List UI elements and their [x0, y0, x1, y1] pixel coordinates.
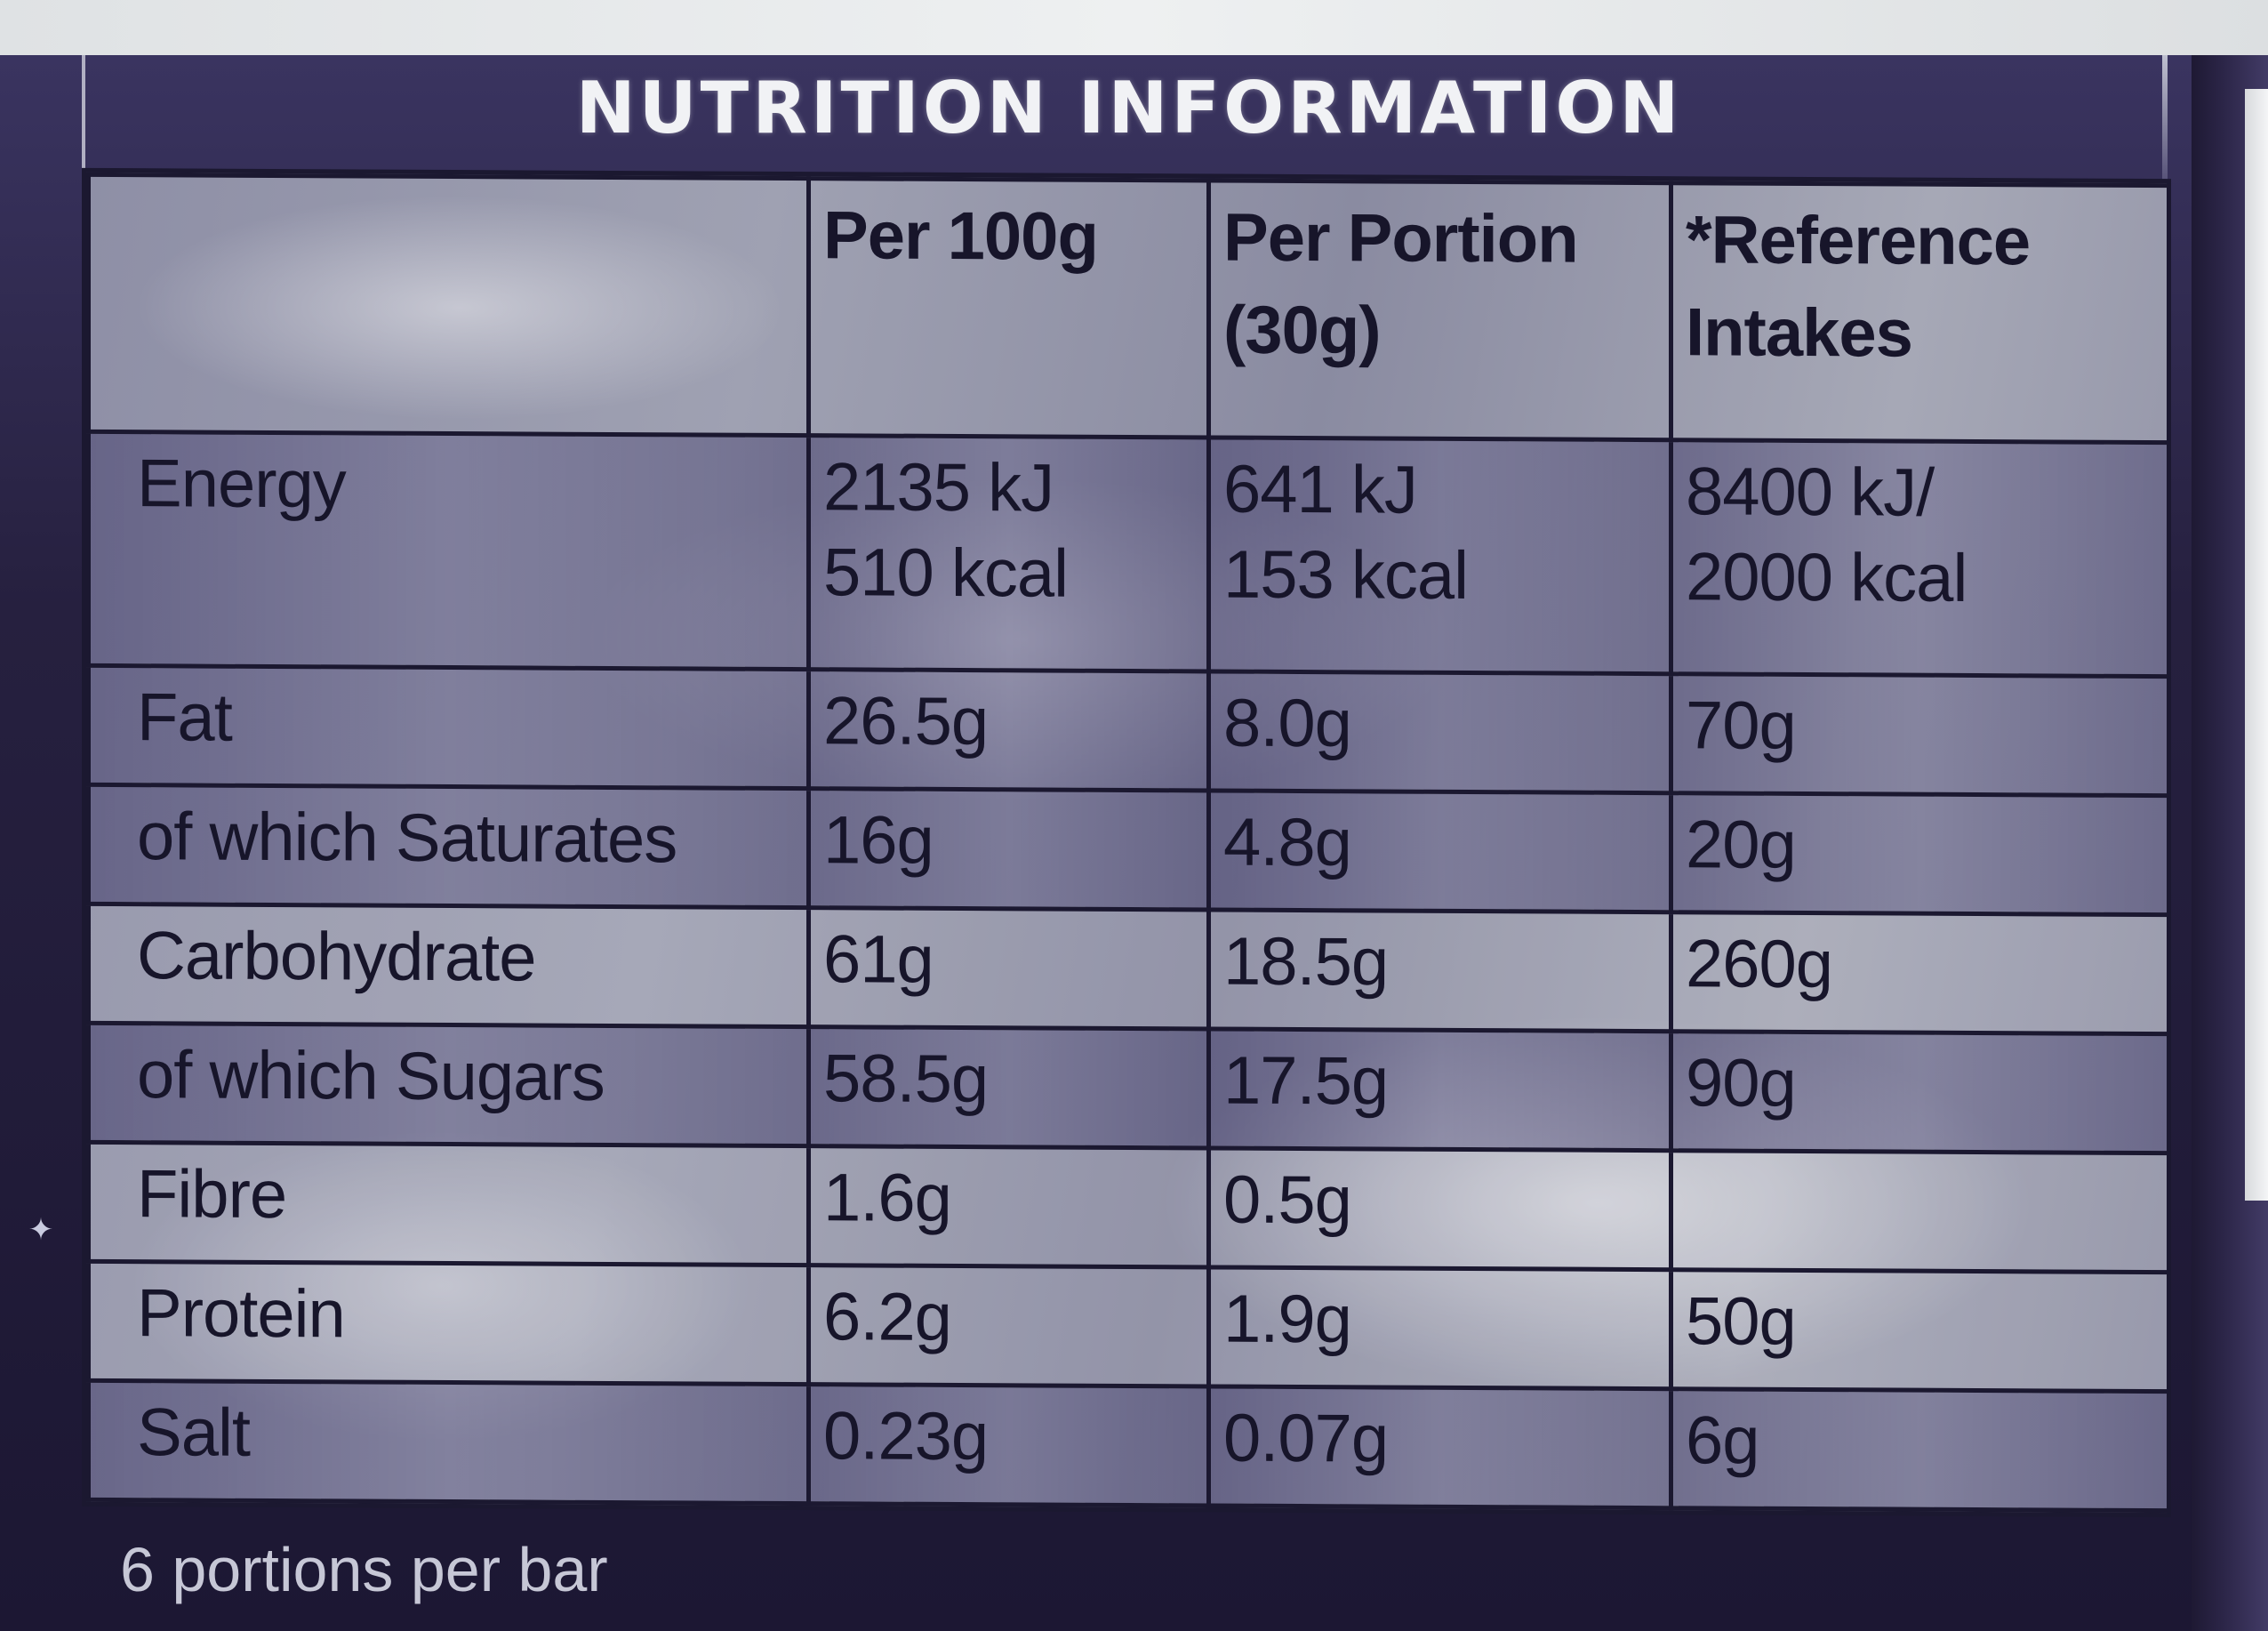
cell-per-100g-kj: 2135 kJ [823, 448, 1054, 526]
cell-per-portion: 17.5g [1208, 1028, 1671, 1151]
table-row-fat: Fat 26.5g 8.0g 70g [88, 665, 2169, 796]
wrapper-edge-right [2162, 55, 2168, 215]
header-per-portion: Per Portion (30g) [1208, 180, 1671, 440]
cell-reference: 20g [1671, 792, 2169, 915]
cell-per-100g: 1.6g [808, 1145, 1209, 1267]
table-row-fibre: Fibre 1.6g 0.5g [88, 1142, 2169, 1273]
row-label: Protein [88, 1261, 809, 1385]
table-header-row: Per 100g Per Portion (30g) *Reference Inta… [88, 174, 2169, 443]
header-per-portion-line1: Per Portion [1223, 199, 1578, 277]
table-row-carbohydrate: Carbohydrate 61g 18.5g 260g [88, 904, 2169, 1034]
header-per-100g-text: Per 100g [823, 197, 1098, 275]
cell-per-100g: 16g [808, 788, 1209, 910]
row-label: Salt [88, 1380, 809, 1504]
cell-per-100g: 2135 kJ 510 kcal [808, 435, 1209, 671]
cell-per-100g: 0.23g [808, 1384, 1209, 1506]
cell-per-portion: 0.5g [1208, 1147, 1671, 1270]
table-row-energy: Energy 2135 kJ 510 kcal 641 kJ 153 kcal 84… [88, 431, 2169, 677]
nutrition-table-panel: Per 100g Per Portion (30g) *Reference Inta… [82, 167, 2171, 1518]
cell-per-100g-kcal: 510 kcal [823, 534, 1069, 612]
row-label: Fibre [88, 1142, 809, 1265]
sparkle-icon: ✦ [28, 1212, 54, 1248]
header-reference-intakes: *Reference Intakes [1671, 182, 2169, 443]
cell-per-portion: 18.5g [1208, 909, 1671, 1032]
cell-reference: 70g [1671, 673, 2169, 796]
header-reference-line2: Intakes [1686, 294, 1912, 372]
cell-per-portion: 0.07g [1208, 1386, 1671, 1508]
cell-reference: 260g [1671, 912, 2169, 1034]
header-reference-line1: *Reference [1686, 202, 2031, 280]
cell-reference [1671, 1150, 2169, 1273]
cell-reference-kcal: 2000 kcal [1686, 539, 1967, 616]
cell-per-100g: 58.5g [808, 1026, 1209, 1148]
table-row-protein: Protein 6.2g 1.9g 50g [88, 1261, 2169, 1392]
row-label: Energy [88, 431, 809, 670]
cell-per-100g: 6.2g [808, 1265, 1209, 1386]
cell-per-portion: 8.0g [1208, 671, 1671, 793]
cell-per-portion: 4.8g [1208, 790, 1671, 912]
white-tab [2245, 89, 2268, 1201]
cell-per-portion-kcal: 153 kcal [1223, 536, 1469, 614]
wrapper-edge-left [82, 55, 85, 189]
header-per-portion-line2: (30g) [1223, 292, 1381, 369]
portions-note: 6 portions per bar [120, 1535, 608, 1604]
cell-reference: 8400 kJ/2000 kcal [1671, 439, 2169, 677]
table-row-saturates: of which Saturates 16g 4.8g 20g [88, 784, 2169, 915]
row-label: Carbohydrate [88, 904, 809, 1027]
cell-per-100g: 26.5g [808, 669, 1209, 791]
header-per-100g: Per 100g [808, 178, 1209, 438]
background-surface [0, 0, 2268, 62]
cell-reference: 6g [1671, 1388, 2169, 1511]
cell-reference: 90g [1671, 1031, 2169, 1153]
header-empty [88, 174, 809, 436]
cell-per-portion: 1.9g [1208, 1266, 1671, 1389]
table-row-sugars: of which Sugars 58.5g 17.5g 90g [88, 1023, 2169, 1153]
cell-per-portion: 641 kJ 153 kcal [1208, 437, 1671, 674]
row-label: Fat [88, 665, 809, 789]
cell-per-100g: 61g [808, 907, 1209, 1029]
cell-per-portion-kj: 641 kJ [1223, 451, 1417, 528]
row-label: of which Sugars [88, 1023, 809, 1146]
cell-reference: 50g [1671, 1269, 2169, 1392]
cell-reference-kj: 8400 kJ/ [1686, 454, 1935, 531]
nutrition-title: NUTRITION INFORMATION [575, 67, 1683, 149]
nutrition-table: Per 100g Per Portion (30g) *Reference Inta… [86, 173, 2171, 1513]
row-label: of which Saturates [88, 784, 809, 908]
table-row-salt: Salt 0.23g 0.07g 6g [88, 1380, 2169, 1511]
